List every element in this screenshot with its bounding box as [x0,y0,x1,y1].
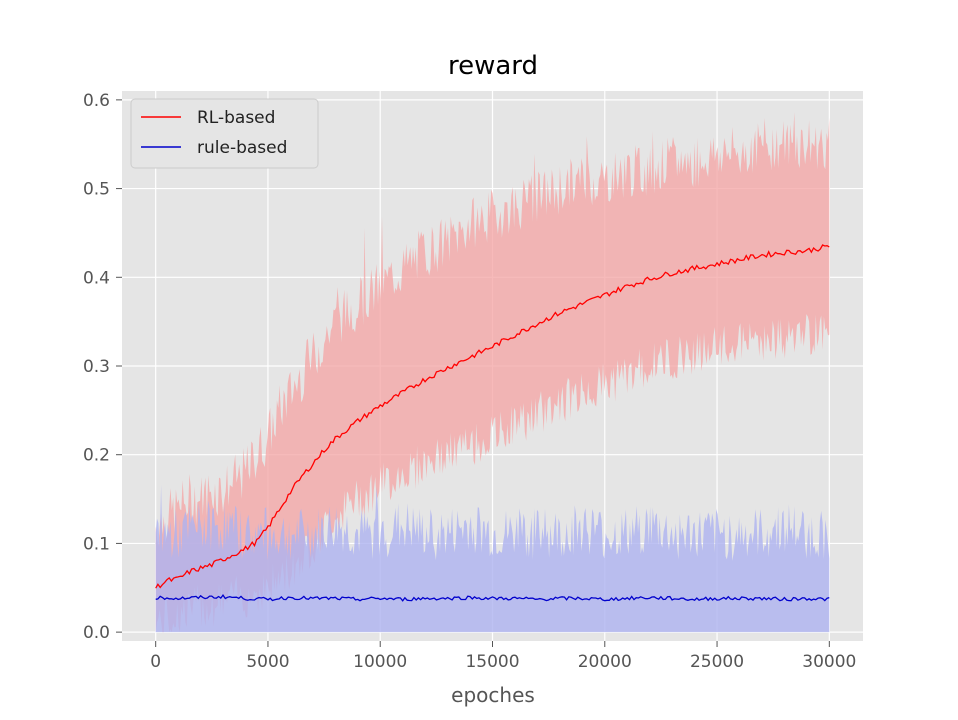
chart-title: reward [448,51,538,81]
x-tick-label: 15000 [465,652,519,672]
line-rl-based [155,244,830,589]
x-tick-label: 10000 [353,652,407,672]
y-tick-label: 0.2 [83,446,110,466]
y-tick-label: 0.3 [83,357,110,377]
line-rule-based [155,593,830,602]
variance-bands [155,112,830,633]
series-lines [155,244,830,602]
x-axis-label: epoches [451,683,535,707]
x-tick-label: 20000 [578,652,632,672]
y-tick-label: 0.6 [83,91,110,111]
y-tick-label: 0.5 [83,180,110,200]
y-axis-ticks: 0.0 0.1 0.2 0.3 0.4 0.5 0.6 [83,91,122,643]
legend-label-rl-based: RL-based [197,108,275,128]
y-tick-label: 0.1 [83,534,110,554]
legend-label-rule-based: rule-based [197,138,287,158]
band-rl-based [155,112,830,633]
x-tick-label: 25000 [690,652,744,672]
x-tick-label: 5000 [246,652,289,672]
x-tick-label: 30000 [802,652,856,672]
y-tick-label: 0.0 [83,623,110,643]
x-tick-label: 0 [150,652,161,672]
band-rule-based [155,484,830,633]
legend: RL-based rule-based [130,98,319,169]
y-tick-label: 0.4 [83,268,110,288]
x-axis-ticks: 0 5000 10000 15000 20000 25000 30000 [150,641,856,672]
